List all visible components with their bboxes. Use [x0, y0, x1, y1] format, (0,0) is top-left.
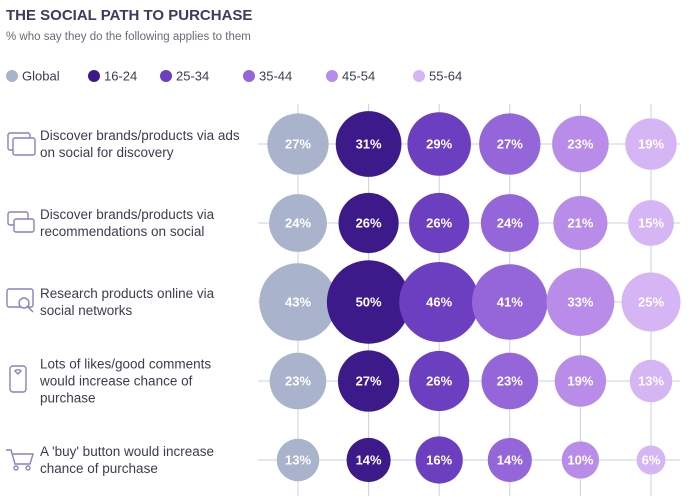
bubble	[399, 261, 480, 343]
row-label: Lots of likes/good comments would increa…	[40, 356, 212, 406]
value-label: 46%	[426, 294, 452, 309]
legend-swatch	[326, 70, 338, 82]
bubble	[636, 445, 666, 475]
value-label: 23%	[567, 136, 593, 151]
value-label: 23%	[497, 373, 523, 388]
value-label: 27%	[285, 136, 311, 151]
legend-label: 16-24	[104, 68, 137, 83]
icons	[6, 132, 36, 471]
legend-label: 55-64	[429, 68, 462, 83]
bubble	[409, 192, 470, 254]
value-label: 29%	[426, 136, 452, 151]
row-label: Discover brands/products via recommendat…	[40, 207, 215, 239]
legend-label: Global	[22, 68, 60, 83]
bubble	[481, 352, 539, 410]
value-label: 31%	[356, 136, 382, 151]
legend-swatch	[413, 70, 425, 82]
bubble	[346, 437, 391, 483]
bubble	[259, 263, 337, 341]
bubble	[546, 268, 615, 336]
chart-title: THE SOCIAL PATH TO PURCHASE	[6, 7, 252, 24]
bubble	[407, 112, 471, 176]
bubble	[335, 111, 402, 177]
legend-swatch	[6, 70, 18, 82]
value-label: 14%	[356, 452, 382, 467]
bubble	[337, 350, 400, 412]
bubble	[625, 118, 677, 170]
legend-swatch	[88, 70, 100, 82]
bubble	[621, 272, 681, 332]
bubble	[628, 200, 674, 246]
row-label: A 'buy' button would increase chance of …	[40, 444, 215, 476]
value-label: 33%	[567, 294, 593, 309]
bubble	[553, 195, 608, 251]
bubble	[269, 194, 327, 252]
bubble	[409, 350, 470, 412]
bubble	[415, 436, 463, 484]
bubble	[561, 441, 600, 479]
value-label: 19%	[638, 136, 664, 151]
bubble	[267, 113, 329, 175]
value-label: 26%	[426, 215, 452, 230]
bubble	[479, 113, 541, 175]
value-label: 27%	[356, 373, 382, 388]
value-label: 24%	[497, 215, 523, 230]
chart-subtitle: % who say they do the following applies …	[6, 31, 251, 43]
value-label: 19%	[567, 373, 593, 388]
value-label: 10%	[567, 452, 593, 467]
value-label: 14%	[497, 452, 523, 467]
bubble	[552, 115, 609, 173]
value-label: 13%	[638, 373, 664, 388]
value-label: 24%	[285, 215, 311, 230]
value-label: 25%	[638, 294, 664, 309]
value-label: 26%	[426, 373, 452, 388]
value-label: 21%	[567, 215, 593, 230]
value-label: 15%	[638, 215, 664, 230]
bubble	[326, 260, 411, 344]
legend-label: 45-54	[342, 68, 375, 83]
value-label: 23%	[285, 373, 311, 388]
bubble	[487, 437, 532, 483]
value-label: 27%	[497, 136, 523, 151]
value-label: 26%	[356, 215, 382, 230]
legend-swatch	[243, 70, 255, 82]
bubble	[480, 194, 539, 252]
bubble	[338, 192, 399, 254]
value-label: 43%	[285, 294, 311, 309]
value-label: 16%	[426, 452, 452, 467]
row-label: Research products online via social netw…	[40, 286, 215, 318]
legend-swatch	[160, 70, 172, 82]
bubble	[554, 355, 607, 407]
value-label: 41%	[497, 294, 523, 309]
bubble	[629, 359, 673, 403]
row-label: Discover brands/products via ads on soci…	[40, 128, 240, 160]
legend-label: 25-34	[176, 68, 209, 83]
bubble	[269, 352, 327, 410]
value-label: 50%	[356, 294, 382, 309]
value-label: 13%	[285, 452, 311, 467]
bubble	[472, 264, 548, 340]
legend-label: 35-44	[259, 68, 292, 83]
bubble	[276, 438, 320, 482]
value-label: 6%	[642, 452, 661, 467]
